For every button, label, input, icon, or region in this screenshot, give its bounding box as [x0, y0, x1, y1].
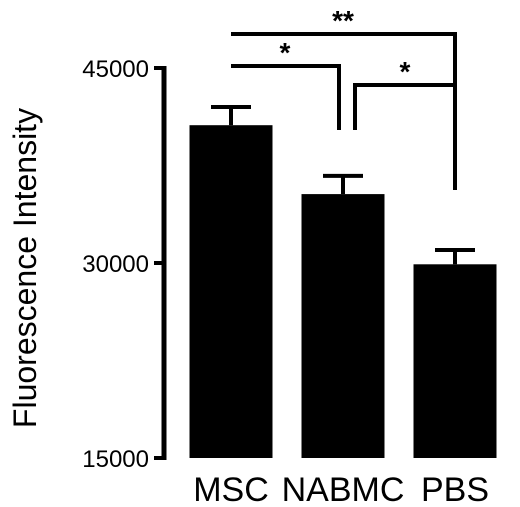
significance-label: ** [332, 5, 354, 36]
bar-msc [189, 125, 273, 458]
significance-bracket [353, 83, 457, 190]
bars-layer [189, 125, 497, 458]
x-tick-label: NABMC [282, 471, 405, 507]
category-labels-layer: MSC NABMC PBS [193, 471, 489, 507]
y-tick-label: 15000 [82, 446, 149, 473]
y-tick-label: 30000 [82, 251, 149, 278]
significance-layer: **** [231, 5, 457, 190]
bar-nabmc [301, 194, 385, 458]
x-tick-label: MSC [193, 471, 269, 507]
x-tick-label: PBS [421, 471, 489, 507]
significance-bracket [231, 64, 341, 130]
y-ticks-layer: 15000 30000 45000 [82, 56, 164, 473]
significance-label: * [280, 37, 291, 68]
bar-pbs [413, 264, 497, 458]
y-tick-label: 45000 [82, 56, 149, 83]
error-bars-layer [211, 105, 475, 265]
significance-label: * [400, 56, 411, 87]
y-axis-title: Fluorescence Intensity [7, 108, 43, 428]
